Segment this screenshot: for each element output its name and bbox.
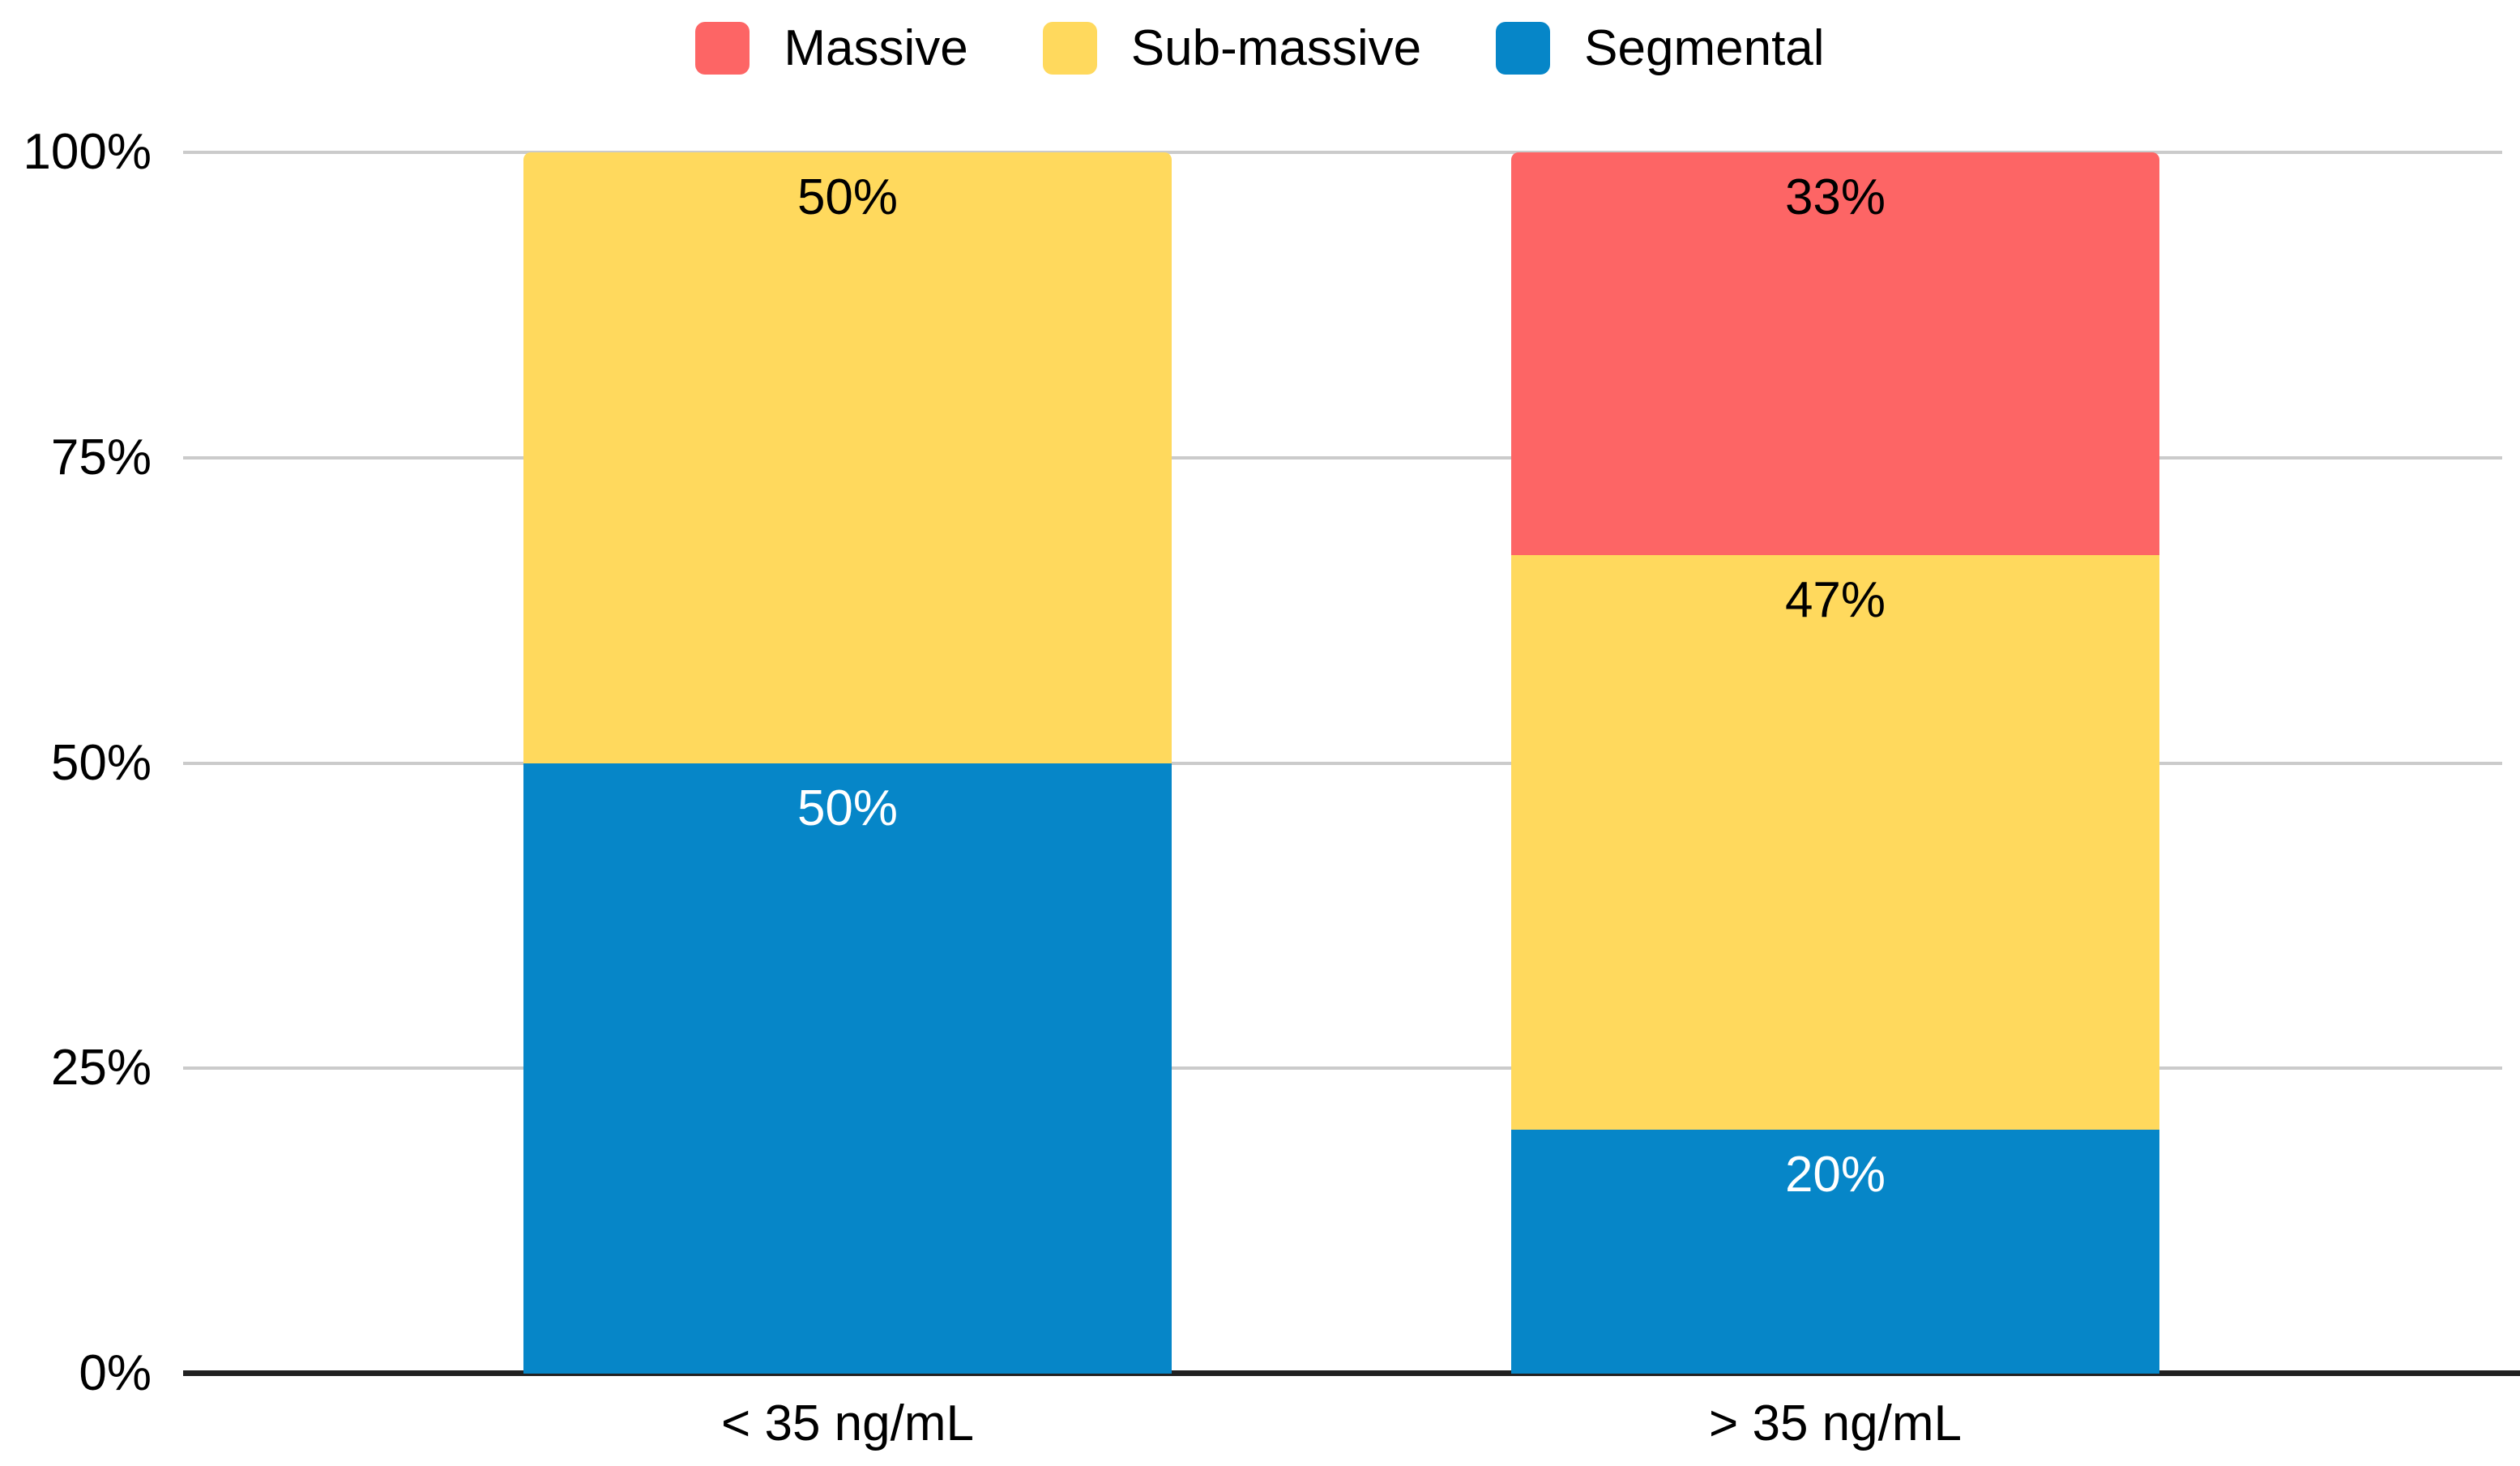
y-axis-tick-label-75: 75% xyxy=(50,429,152,485)
bar-segment-value-label: 50% xyxy=(797,169,899,225)
legend-item-sub-massive: Sub-massive xyxy=(1042,19,1422,77)
bar-35-ng-ml: 20% 47% 33% xyxy=(1511,152,2159,1374)
bar-segment-segmental: 50% xyxy=(523,763,1172,1374)
legend-label: Sub-massive xyxy=(1130,19,1422,76)
y-axis-tick-label-50: 50% xyxy=(50,734,152,791)
legend-label: Massive xyxy=(784,19,968,76)
bar-segment-sub-massive: 47% xyxy=(1511,555,2159,1130)
legend-label: Segmental xyxy=(1584,19,1825,76)
legend-swatch-sub-massive xyxy=(1042,21,1097,75)
legend-swatch-segmental xyxy=(1496,21,1551,75)
legend-swatch-massive xyxy=(695,21,750,75)
chart-legend: Massive Sub-massive Segmental xyxy=(0,18,2520,78)
bar-segment-sub-massive: 50% xyxy=(523,152,1172,763)
gridline-25pct xyxy=(183,1066,2502,1071)
y-axis-tick-label-100: 100% xyxy=(23,124,152,180)
plot-area: 50% 50% 20% 47% 33% xyxy=(183,151,2520,1376)
y-axis-tick-label-25: 25% xyxy=(50,1040,152,1096)
x-axis-line xyxy=(183,1370,2520,1376)
bar-35-ng-ml: 50% 50% xyxy=(523,152,1172,1374)
bar-segment-massive: 33% xyxy=(1511,152,2159,556)
gridline-75pct xyxy=(183,455,2502,459)
bar-segment-value-label: 33% xyxy=(1784,169,1886,226)
y-axis-tick-label-0: 0% xyxy=(79,1345,152,1401)
bar-segment-value-label: 47% xyxy=(1784,572,1886,629)
bar-segment-segmental: 20% xyxy=(1511,1129,2159,1374)
x-axis-category-label-35-ng-ml: > 35 ng/mL xyxy=(1709,1395,1962,1451)
x-axis-labels: < 35 ng/mL > 35 ng/mL xyxy=(183,1395,2502,1460)
bar-segment-value-label: 50% xyxy=(797,780,899,836)
bar-segment-value-label: 20% xyxy=(1784,1146,1886,1203)
legend-item-segmental: Segmental xyxy=(1496,19,1825,77)
gridline-50pct xyxy=(183,761,2502,765)
y-axis-labels: 0% 25% 50% 75% 100% xyxy=(0,127,152,1399)
legend-item-massive: Massive xyxy=(695,19,968,77)
gridline-100pct xyxy=(183,151,2502,154)
x-axis-category-label-35-ng-ml: < 35 ng/mL xyxy=(721,1395,974,1451)
